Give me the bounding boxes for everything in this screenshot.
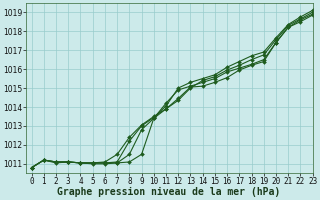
X-axis label: Graphe pression niveau de la mer (hPa): Graphe pression niveau de la mer (hPa) — [57, 187, 281, 197]
